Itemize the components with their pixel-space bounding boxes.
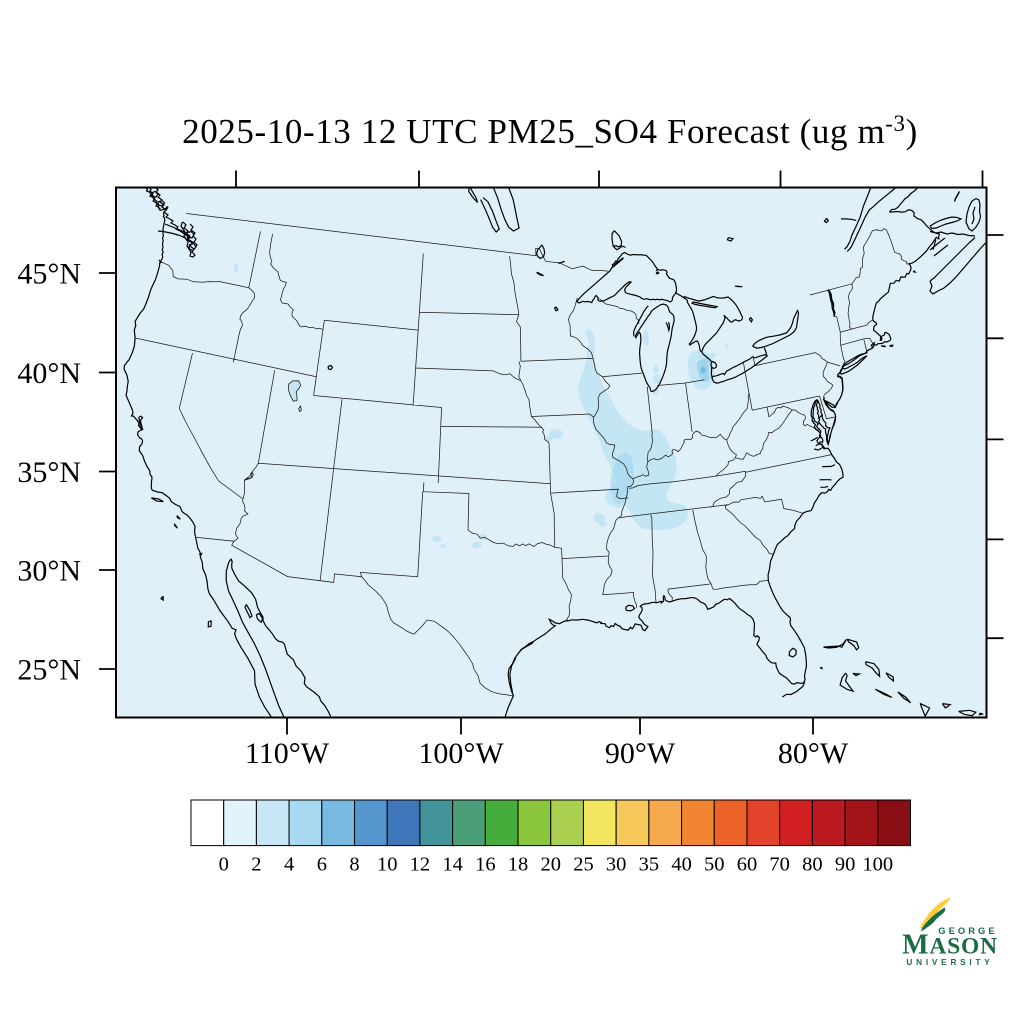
- svg-text:25: 25: [573, 854, 594, 876]
- svg-text:MASON: MASON: [902, 930, 998, 961]
- svg-text:12: 12: [410, 854, 431, 876]
- svg-text:0: 0: [219, 854, 229, 876]
- svg-text:UNIVERSITY: UNIVERSITY: [906, 958, 993, 967]
- svg-text:4: 4: [284, 854, 294, 876]
- svg-text:70: 70: [769, 854, 790, 876]
- svg-text:100: 100: [862, 854, 893, 876]
- svg-text:100°W: 100°W: [418, 737, 504, 770]
- svg-text:40°N: 40°N: [17, 357, 81, 390]
- svg-text:10: 10: [377, 854, 398, 876]
- svg-text:60: 60: [737, 854, 758, 876]
- svg-text:90°W: 90°W: [605, 737, 676, 770]
- svg-text:40: 40: [671, 854, 692, 876]
- svg-text:35: 35: [639, 854, 660, 876]
- svg-text:2025-10-13 12 UTC PM25_SO4 For: 2025-10-13 12 UTC PM25_SO4 Forecast (ug …: [182, 111, 918, 151]
- svg-text:2: 2: [251, 854, 261, 876]
- svg-text:8: 8: [349, 854, 359, 876]
- svg-text:30°N: 30°N: [17, 555, 81, 588]
- svg-text:GEORGE: GEORGE: [938, 926, 997, 936]
- svg-text:80: 80: [802, 854, 823, 876]
- svg-text:45°N: 45°N: [17, 258, 81, 291]
- svg-text:35°N: 35°N: [17, 456, 81, 489]
- svg-text:6: 6: [317, 854, 327, 876]
- svg-text:80°W: 80°W: [778, 737, 849, 770]
- svg-text:25°N: 25°N: [17, 654, 81, 687]
- svg-text:14: 14: [442, 854, 463, 876]
- svg-text:20: 20: [541, 854, 562, 876]
- svg-text:16: 16: [475, 854, 496, 876]
- svg-text:30: 30: [606, 854, 627, 876]
- svg-text:18: 18: [508, 854, 529, 876]
- svg-text:50: 50: [704, 854, 725, 876]
- svg-text:90: 90: [835, 854, 856, 876]
- svg-text:110°W: 110°W: [245, 737, 330, 770]
